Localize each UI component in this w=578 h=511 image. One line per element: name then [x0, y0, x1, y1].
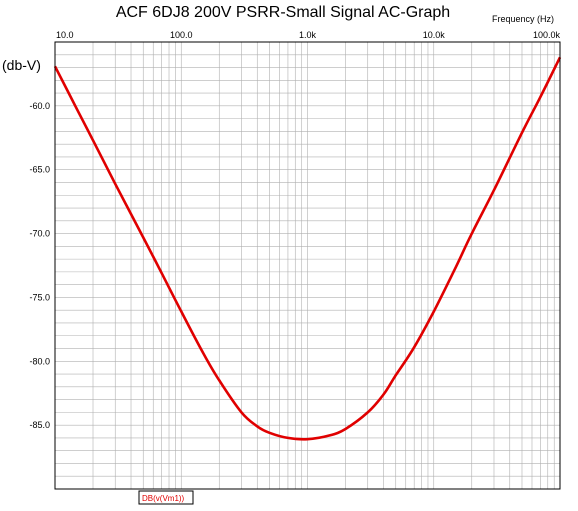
series-layer — [53, 56, 562, 441]
plot-frame — [54, 41, 561, 490]
x-axis-label: Frequency (Hz) — [492, 14, 554, 24]
y-axis-label: (db-V) — [2, 57, 41, 73]
chart-title: ACF 6DJ8 200V PSRR-Small Signal AC-Graph — [116, 4, 450, 21]
legend-series-label: DB(v(Vm1)) — [142, 494, 185, 503]
y-tick-label: -60.0 — [29, 101, 50, 111]
series-line — [53, 56, 562, 441]
legend-box — [138, 490, 194, 505]
x-tick-label: 10.0k — [423, 30, 446, 40]
y-tick-labels: -60.0 -65.0 -70.0 -75.0 -80.0 -85.0 — [29, 101, 50, 430]
y-tick-label: -85.0 — [29, 420, 50, 430]
y-tick-label: -80.0 — [29, 356, 50, 366]
x-tick-labels: 10.0 100.0 1.0k 10.0k 100.0k — [56, 30, 560, 40]
x-tick-label: 1.0k — [299, 30, 317, 40]
y-tick-label: -70.0 — [29, 229, 50, 239]
x-tick-label: 10.0 — [56, 30, 74, 40]
grid — [55, 42, 560, 489]
legend: DB(v(Vm1)) — [138, 490, 194, 505]
y-tick-label: -75.0 — [29, 292, 50, 302]
y-tick-label: -65.0 — [29, 165, 50, 175]
x-tick-label: 100.0k — [533, 30, 561, 40]
x-tick-label: 100.0 — [170, 30, 193, 40]
